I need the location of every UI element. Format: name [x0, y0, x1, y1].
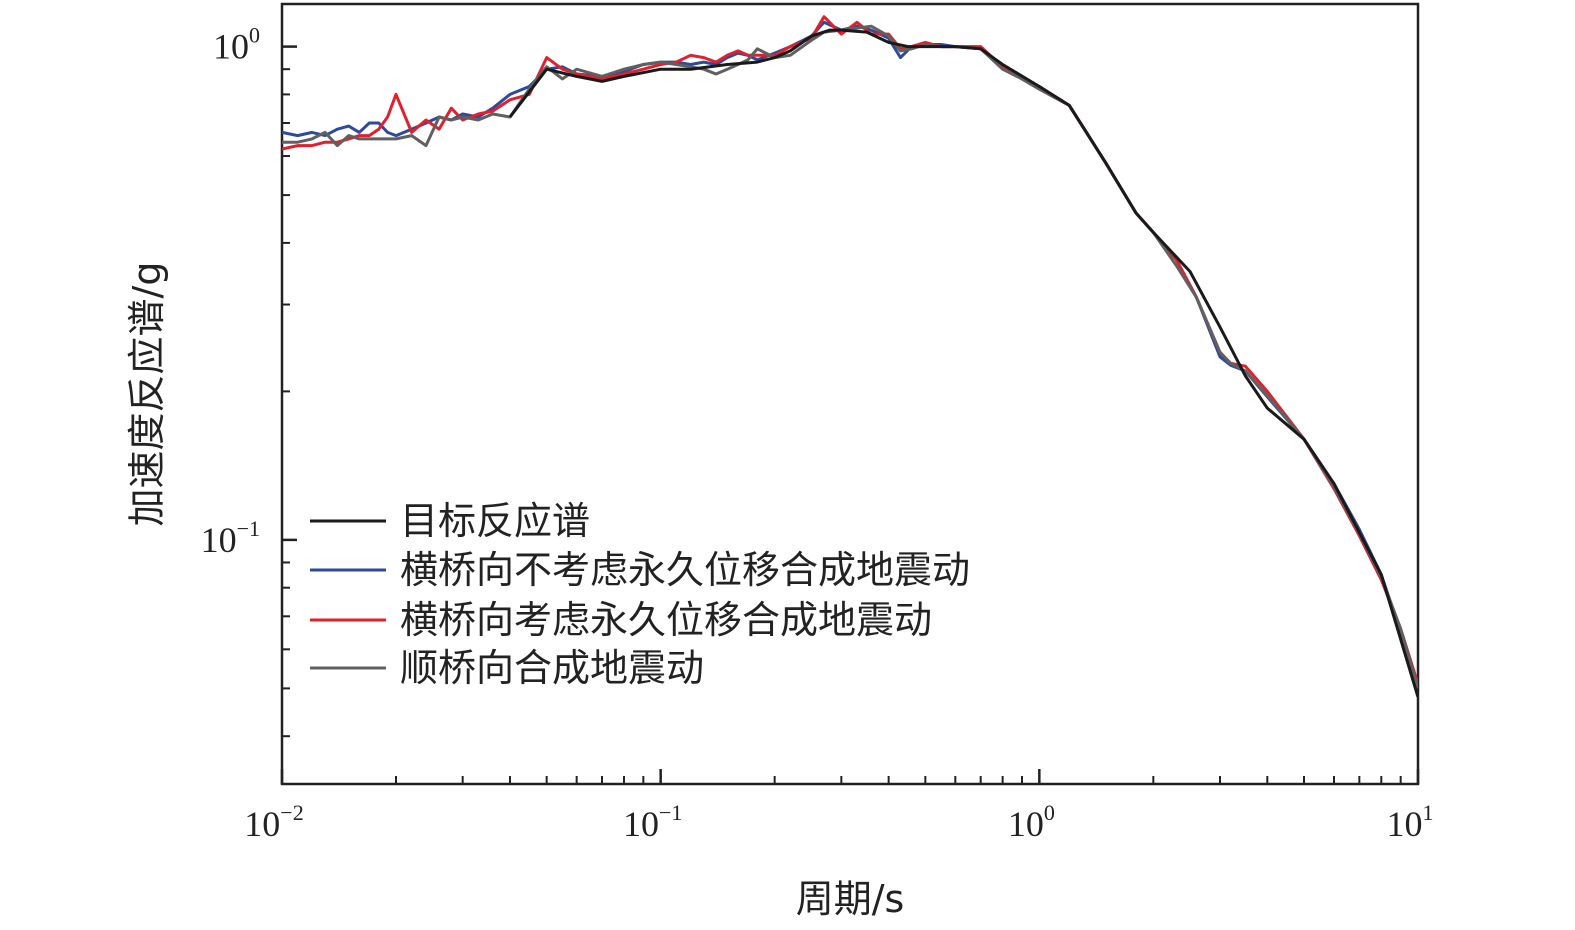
legend-label-4: 顺桥向合成地震动	[400, 646, 704, 690]
legend-label-3: 横桥向考虑永久位移合成地震动	[400, 598, 932, 642]
major-ticks	[280, 45, 1420, 784]
y-tick-label: 10−1	[201, 516, 260, 560]
plot-frame	[280, 2, 1420, 786]
legend: 目标反应谱横桥向不考虑永久位移合成地震动横桥向考虑永久位移合成地震动顺桥向合成地…	[310, 499, 970, 690]
series-lines	[282, 15, 1418, 698]
y-tick-label: 100	[213, 23, 260, 67]
legend-label-2: 横桥向不考虑永久位移合成地震动	[400, 548, 970, 592]
y-axis-title: 加速度反应谱/g	[125, 262, 169, 527]
series-line-1	[508, 28, 1418, 698]
minor-ticks	[282, 68, 1402, 784]
x-axis-title: 周期/s	[796, 877, 905, 921]
x-tick-label: 101	[1387, 800, 1434, 844]
x-tick-label: 10−1	[623, 800, 682, 844]
legend-label-1: 目标反应谱	[400, 499, 590, 543]
x-tick-label: 10−2	[244, 800, 303, 844]
x-tick-labels: 10−2 10−1 100 101	[244, 800, 1433, 844]
x-tick-label: 100	[1008, 800, 1055, 844]
y-tick-labels: 10−1 100	[201, 23, 260, 560]
series-line-4	[282, 24, 1418, 689]
